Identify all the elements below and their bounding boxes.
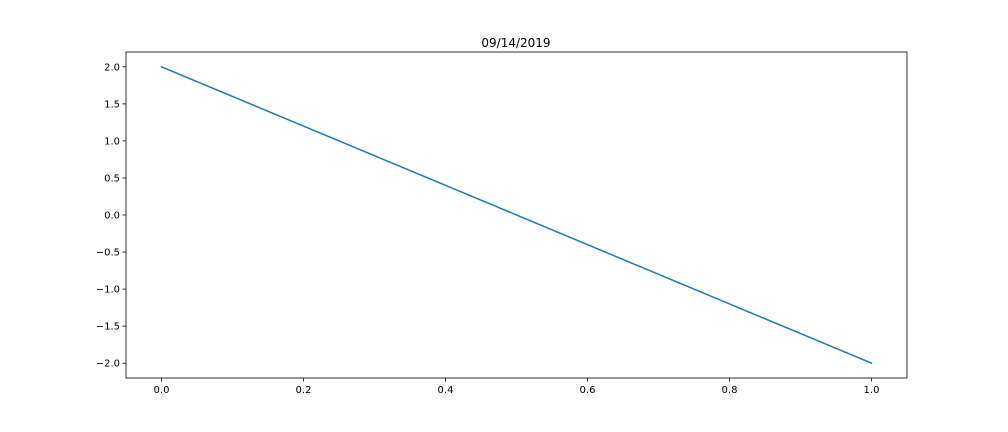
y-tick-label: 2.0 <box>104 62 120 73</box>
x-tick-label: 0.4 <box>438 385 454 396</box>
x-tick-label: 0.6 <box>580 385 596 396</box>
x-tick-label: 0.8 <box>722 385 738 396</box>
series-line-0 <box>160 65 873 365</box>
x-tick-label: 0.2 <box>296 385 312 396</box>
y-tick-label: 0.0 <box>104 211 120 222</box>
x-tick-label: 0.0 <box>154 385 170 396</box>
axes: 0.0 0.2 0.4 0.6 0.8 1.0 2.0 1.5 1.0 0.5 0.0 −0.5 −1.… <box>96 51 908 396</box>
x-tick-label: 1.0 <box>864 385 880 396</box>
y-tick-label: −2.0 <box>96 359 120 370</box>
y-tick-label: −1.5 <box>96 322 120 333</box>
y-tick-label: 1.5 <box>104 99 120 110</box>
y-tick-label: 0.5 <box>104 173 120 184</box>
chart-title: 09/14/2019 <box>481 36 550 50</box>
y-tick-label: −0.5 <box>96 248 120 259</box>
y-tick-label: −1.0 <box>96 285 120 296</box>
y-tick-label: 1.0 <box>104 136 120 147</box>
